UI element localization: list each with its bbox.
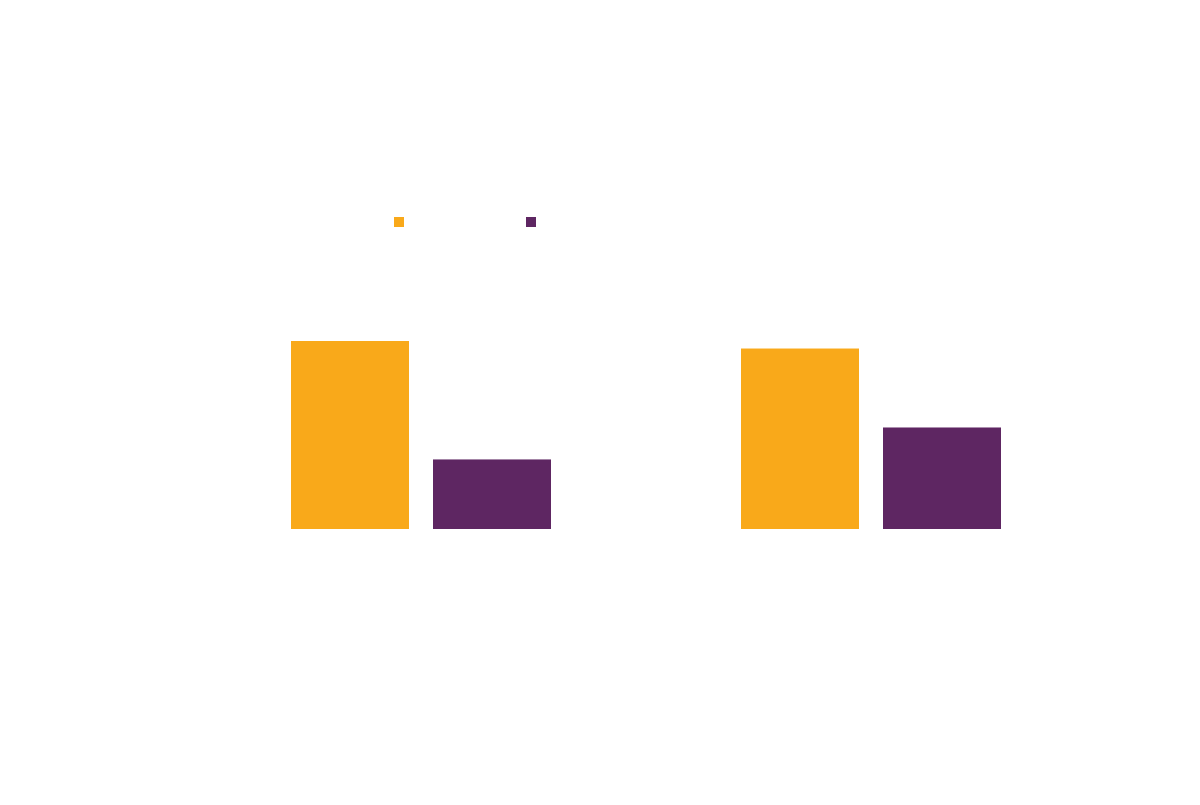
bar-series-2-category-1 — [433, 459, 551, 529]
plot-area — [291, 341, 1001, 529]
legend — [394, 217, 536, 227]
bar-series-1-category-2 — [741, 348, 859, 529]
legend-marker-series-2[interactable] — [526, 217, 536, 227]
bar-series-1-category-1 — [291, 341, 409, 529]
legend-marker-series-1[interactable] — [394, 217, 404, 227]
bar-series-2-category-2 — [883, 427, 1001, 529]
